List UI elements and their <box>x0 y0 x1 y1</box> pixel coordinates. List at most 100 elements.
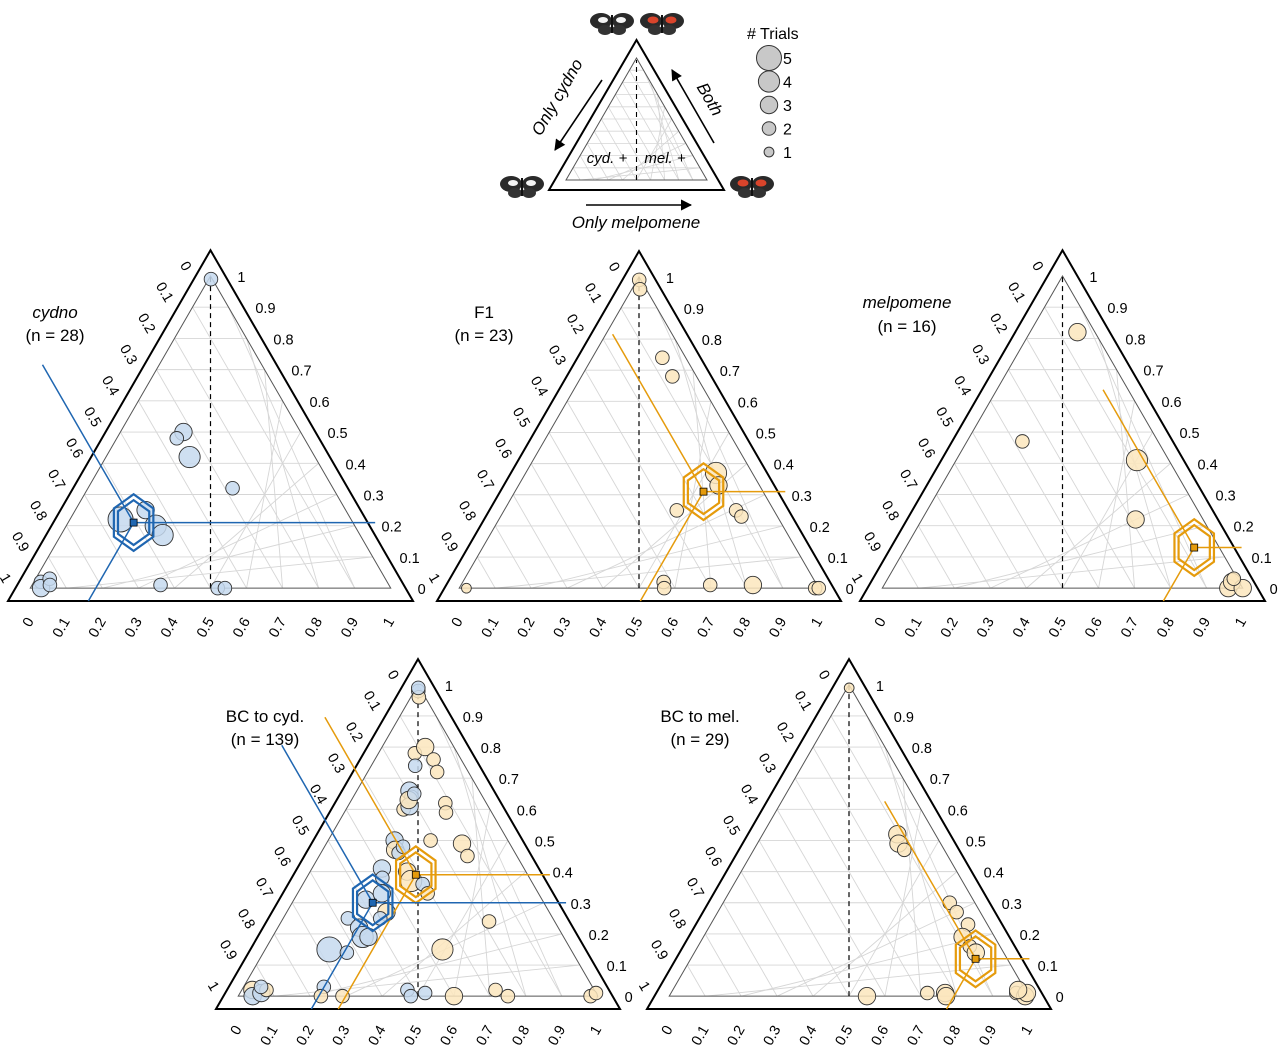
tick-label-left: 0.9 <box>437 530 461 555</box>
tick-label-right: 0.5 <box>327 426 347 442</box>
trials-legend-label: 2 <box>783 122 792 139</box>
tick-label-left: 1 <box>204 979 222 994</box>
grid-line <box>471 778 491 997</box>
tick-label-left: 0.9 <box>860 529 884 554</box>
tick-label-left: 0.4 <box>737 782 761 807</box>
tick-label-left: 0.4 <box>527 374 551 399</box>
grid-line <box>264 369 284 589</box>
tick-label-bottom: 0 <box>872 615 890 630</box>
arrow-both <box>671 69 715 144</box>
data-point <box>949 904 964 920</box>
tick-label-left: 0.3 <box>116 342 140 367</box>
grid-line <box>228 307 356 589</box>
grid-line <box>902 778 922 997</box>
mean-marker <box>324 716 550 1010</box>
tick-label-right: 0.2 <box>810 520 830 536</box>
tick-label-bottom: 0.5 <box>1046 615 1070 640</box>
tick-label-bottom: 0.4 <box>1010 615 1034 640</box>
data-point <box>843 682 855 694</box>
data-point <box>339 945 355 960</box>
confidence-hexagon <box>399 850 433 899</box>
tick-label-left: 0.9 <box>647 938 671 963</box>
data-point <box>438 805 454 820</box>
grid-line <box>812 746 958 997</box>
key-outer-triangle <box>547 38 726 191</box>
tick-labels: 0000.10.10.10.20.20.20.30.30.30.40.40.40… <box>204 668 633 1046</box>
tick-label-bottom: 0 <box>449 615 467 630</box>
tick-label-right: 0.7 <box>720 364 740 380</box>
tick-label-right: 0.1 <box>828 551 848 567</box>
panel-cydno: cydno (n = 28) 0000.10.10.10.20.20.20.30… <box>0 248 426 640</box>
grid <box>47 306 373 589</box>
tick-label-left: 0.3 <box>324 751 348 776</box>
tick-label-bottom: 0.1 <box>479 615 503 640</box>
tick-label-left: 0 <box>815 668 833 683</box>
mean-square <box>1190 543 1199 552</box>
grid-line <box>548 432 640 589</box>
confidence-hexagon <box>355 878 390 927</box>
tick-label-right: 0.7 <box>1143 364 1163 380</box>
tick-label-right: 0.4 <box>553 866 573 882</box>
mean-marker <box>884 800 1030 1010</box>
panel-subtitle: (n = 139) <box>231 730 300 749</box>
data-point <box>1068 323 1087 342</box>
tick-label-right: 1 <box>445 679 453 695</box>
panel-subtitle: (n = 28) <box>25 326 84 345</box>
grid-line <box>794 777 922 997</box>
label-cyd-plus: cyd. + <box>587 150 628 167</box>
tick-label-left: 0 <box>1028 259 1046 274</box>
tick-label-right: 0.1 <box>400 551 420 567</box>
tick-label-bottom: 0 <box>659 1023 677 1038</box>
data-point <box>743 575 763 595</box>
tick-label-right: 0.3 <box>364 488 384 504</box>
tick-label-bottom: 0.3 <box>122 615 146 640</box>
arrow-only-cydno <box>554 79 603 151</box>
outer-triangle <box>6 248 415 602</box>
tick-label-left: 0.1 <box>152 280 176 305</box>
data-point <box>151 524 174 547</box>
tick-label-right: 0.4 <box>774 458 794 474</box>
grid-line <box>953 463 1027 589</box>
tick-label-right: 0.7 <box>291 364 311 380</box>
tick-label-bottom: 0.9 <box>766 615 790 640</box>
tick-label-bottom: 0.1 <box>689 1023 713 1046</box>
butterfly-icon-cydno <box>500 176 544 198</box>
tick-label-left: 1 <box>635 979 653 994</box>
tick-label-bottom: 0.3 <box>330 1023 354 1046</box>
grid-line <box>935 494 991 589</box>
tick-label-left: 0 <box>176 259 194 274</box>
data-point <box>460 848 475 864</box>
legend-key: Only cydno Both Only melpomene cyd. + me… <box>500 13 799 232</box>
tick-label-right: 0.5 <box>966 834 986 850</box>
tick-label-right: 0.3 <box>571 897 591 913</box>
data-point <box>1126 510 1145 529</box>
tick-label-bottom: 1 <box>587 1023 605 1038</box>
grid-line <box>210 431 302 589</box>
data-point <box>407 758 423 773</box>
key-grid-line <box>629 69 694 181</box>
tick-label-bottom: 1 <box>380 615 398 630</box>
tick-label-right: 0.6 <box>517 803 537 819</box>
tick-label-bottom: 1 <box>808 615 826 630</box>
data-point <box>429 764 445 780</box>
grid-line <box>656 307 784 589</box>
confidence-hexagon <box>1177 523 1211 572</box>
grid-line <box>309 871 383 997</box>
tick-label-left: 0.6 <box>491 436 515 461</box>
trials-legend-circle <box>761 121 777 136</box>
tick-label-bottom: 0.1 <box>258 1023 282 1046</box>
tick-label-left: 0.2 <box>134 311 158 336</box>
grid <box>686 715 1011 997</box>
tick-label-right: 0 <box>418 582 426 598</box>
trials-legend: 5 4 3 2 1 <box>756 45 792 162</box>
mean-square <box>368 898 377 907</box>
tick-label-bottom: 0.9 <box>1190 615 1214 640</box>
panel-bc-to-melpomene: BC to mel. (n = 29) 0000.10.10.10.20.20.… <box>635 657 1064 1046</box>
tick-label-left: 0.5 <box>932 405 956 430</box>
grid-line <box>174 338 320 589</box>
tick-label-right: 0.6 <box>738 395 758 411</box>
tick-label-right: 0.5 <box>1179 426 1199 442</box>
tick-labels: 0000.10.10.10.20.20.20.30.30.30.40.40.40… <box>425 260 854 641</box>
tick-label-right: 0.5 <box>535 834 555 850</box>
